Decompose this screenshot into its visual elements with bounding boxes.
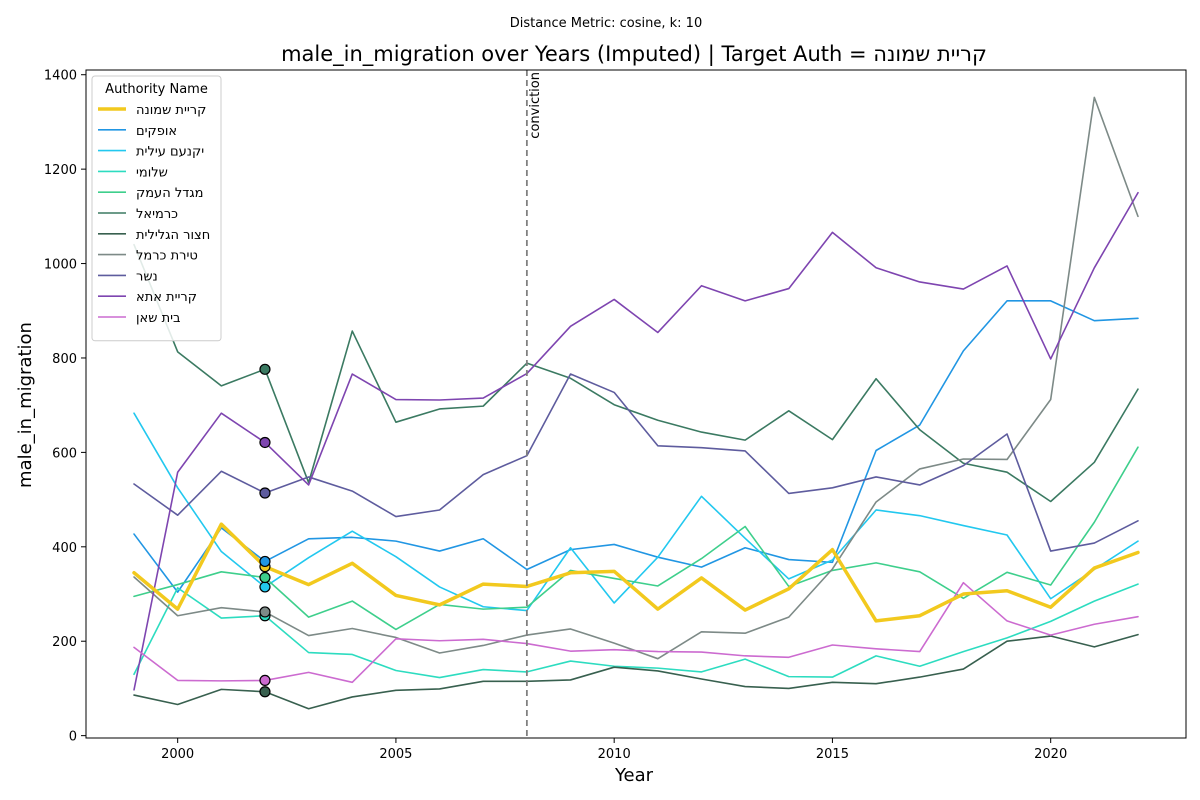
series-line bbox=[133, 243, 1139, 503]
legend-label: כרמיאל bbox=[136, 207, 178, 222]
series-line bbox=[133, 191, 1139, 691]
x-axis-title: Year bbox=[614, 765, 654, 786]
legend-label: אופקים bbox=[136, 124, 177, 139]
legend-label: בית שאן bbox=[136, 311, 181, 326]
y-tick-label: 200 bbox=[52, 635, 77, 650]
series-line bbox=[133, 373, 1139, 552]
imputed-point-marker bbox=[259, 363, 271, 375]
y-axis-title: male_in_migration bbox=[15, 322, 36, 488]
series-line bbox=[133, 633, 1139, 710]
imputed-point-marker bbox=[259, 581, 271, 593]
series-lines bbox=[132, 96, 1140, 710]
y-tick-label: 600 bbox=[52, 446, 77, 461]
x-tick-label: 2000 bbox=[161, 747, 194, 762]
imputed-point-marker bbox=[259, 436, 271, 449]
x-tick-label: 2005 bbox=[379, 747, 412, 762]
y-tick-label: 1200 bbox=[44, 163, 77, 178]
imputed-point-marker bbox=[259, 686, 271, 698]
chart-title: male_in_migration over Years (Imputed) |… bbox=[281, 42, 987, 67]
chart-suptitle: Distance Metric: cosine, k: 10 bbox=[510, 16, 702, 31]
plot-area: 2000 2005 2010 2015 2020 0 200 400 600 800 1000 120… bbox=[44, 69, 1187, 762]
imputed-point-marker bbox=[259, 571, 271, 584]
y-tick-label: 1400 bbox=[44, 69, 77, 84]
legend-box bbox=[91, 75, 222, 342]
imputed-point-marker bbox=[259, 674, 271, 687]
legend-label: נשר bbox=[136, 269, 158, 284]
y-tick-label: 0 bbox=[69, 730, 77, 745]
x-tick-label: 2020 bbox=[1034, 747, 1067, 762]
imputed-point-marker bbox=[259, 606, 271, 618]
legend-label: טירת כרמל bbox=[136, 249, 198, 264]
series-line bbox=[132, 522, 1140, 623]
legend-label: שלומי bbox=[136, 165, 168, 180]
series-line bbox=[133, 412, 1139, 612]
series-line bbox=[133, 583, 1139, 679]
y-tick-label: 1000 bbox=[44, 258, 77, 273]
y-tick-label: 400 bbox=[52, 541, 77, 556]
series-line bbox=[133, 581, 1139, 684]
imputed-point-marker bbox=[259, 555, 271, 568]
series-line bbox=[133, 446, 1139, 631]
series-line bbox=[133, 300, 1139, 593]
plot-frame bbox=[85, 69, 1187, 739]
legend-label: חצור הגלילית bbox=[136, 228, 210, 243]
imputed-point-marker bbox=[259, 487, 271, 499]
legend-label: קריית אתא bbox=[136, 290, 197, 305]
legend-label: קריית שמונה bbox=[136, 103, 206, 118]
conviction-label: conviction bbox=[528, 72, 543, 139]
legend: Authority Name קריית שמונה אופקים יקנעם עיל… bbox=[91, 75, 222, 342]
y-tick-label: 800 bbox=[52, 352, 77, 367]
legend-label: יקנעם עילית bbox=[136, 145, 204, 160]
x-tick-label: 2010 bbox=[598, 747, 631, 762]
legend-title: Authority Name bbox=[105, 82, 208, 97]
legend-label: מגדל העמק bbox=[136, 186, 204, 201]
x-tick-label: 2015 bbox=[816, 747, 849, 762]
